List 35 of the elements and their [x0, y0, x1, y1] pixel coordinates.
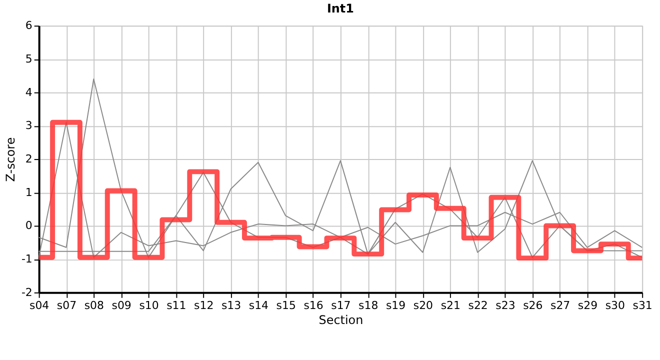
x-tick-label: s27: [550, 298, 570, 312]
y-tick-label: -1: [21, 252, 32, 266]
y-tick-label: 5: [25, 52, 32, 66]
y-tick-label: -2: [21, 286, 32, 299]
x-tick-label: s14: [248, 298, 269, 312]
x-tick-label: s30: [605, 298, 626, 312]
x-tick-label: s21: [440, 298, 460, 312]
chart-title: Int1: [326, 2, 354, 16]
x-tick-label: s26: [523, 298, 543, 312]
x-tick-label: s04: [30, 298, 50, 312]
x-tick-label: s12: [194, 298, 214, 312]
x-tick-label: s11: [166, 298, 186, 312]
x-axis-title: Section: [318, 312, 364, 327]
x-tick-label: s20: [413, 298, 434, 312]
y-tick-label: 3: [25, 119, 32, 132]
y-tick-label: 2: [25, 152, 32, 166]
x-tick-label: s31: [632, 298, 652, 312]
x-tick-label: s16: [304, 298, 324, 312]
x-tick-label: s07: [56, 298, 77, 312]
x-tick-label: s10: [139, 298, 159, 312]
x-tick-label: s13: [221, 298, 242, 312]
x-tick-label: s17: [331, 298, 351, 312]
y-tick-label: 1: [25, 186, 32, 199]
x-tick-label: s23: [496, 298, 516, 312]
x-tick-label: s18: [358, 298, 378, 312]
x-tick-label: s09: [112, 298, 132, 312]
x-tick-label: s08: [84, 298, 104, 312]
x-tick-label: s15: [276, 298, 296, 312]
x-tick-label: s22: [468, 298, 488, 312]
y-tick-label: 6: [25, 19, 32, 32]
y-tick-label: 4: [25, 86, 32, 99]
x-tick-label: s29: [578, 298, 598, 312]
y-tick-label: 0: [25, 219, 32, 232]
y-axis-title: Z-score: [3, 137, 18, 182]
x-tick-label: s19: [386, 298, 406, 312]
